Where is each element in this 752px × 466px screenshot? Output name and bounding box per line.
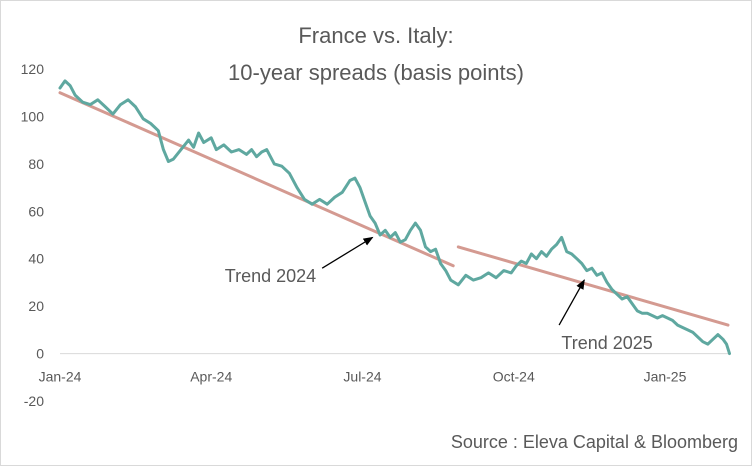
y-tick-label: -20 xyxy=(24,393,44,409)
x-tick-label: Apr-24 xyxy=(190,369,232,385)
source-note: Source : Eleva Capital & Bloomberg xyxy=(450,432,738,452)
annotation-arrow xyxy=(321,236,374,269)
annotations-layer: Trend 2024 Trend 2025 xyxy=(225,236,653,353)
x-tick-label: Jan-24 xyxy=(39,369,82,385)
y-axis-ticks: 120 100 80 60 40 20 0 -20 xyxy=(21,61,45,409)
trend-line-2024 xyxy=(58,91,455,268)
annotation-arrow xyxy=(558,279,585,326)
x-tick-label: Jan-25 xyxy=(644,369,687,385)
x-tick-label: Jul-24 xyxy=(343,369,381,385)
x-tick-label: Oct-24 xyxy=(493,369,535,385)
spread-series-line xyxy=(58,79,731,356)
y-tick-label: 120 xyxy=(21,61,45,77)
x-axis-ticks: Jan-24Apr-24Jul-24Oct-24Jan-25Apr-25Jul-… xyxy=(39,369,687,385)
series-layer xyxy=(58,79,731,356)
y-tick-label: 40 xyxy=(28,251,44,267)
y-tick-label: 0 xyxy=(36,346,44,362)
annotation-label-trend-2025: Trend 2025 xyxy=(561,333,652,353)
y-tick-label: 80 xyxy=(28,156,44,172)
annotation-label-trend-2024: Trend 2024 xyxy=(225,266,316,286)
chart-title: France vs. Italy: xyxy=(298,23,454,48)
trend-line-2025 xyxy=(456,245,730,327)
y-tick-label: 20 xyxy=(28,298,44,314)
y-tick-label: 100 xyxy=(21,108,45,124)
y-tick-label: 60 xyxy=(28,203,44,219)
chart-subtitle: 10-year spreads (basis points) xyxy=(228,60,524,85)
